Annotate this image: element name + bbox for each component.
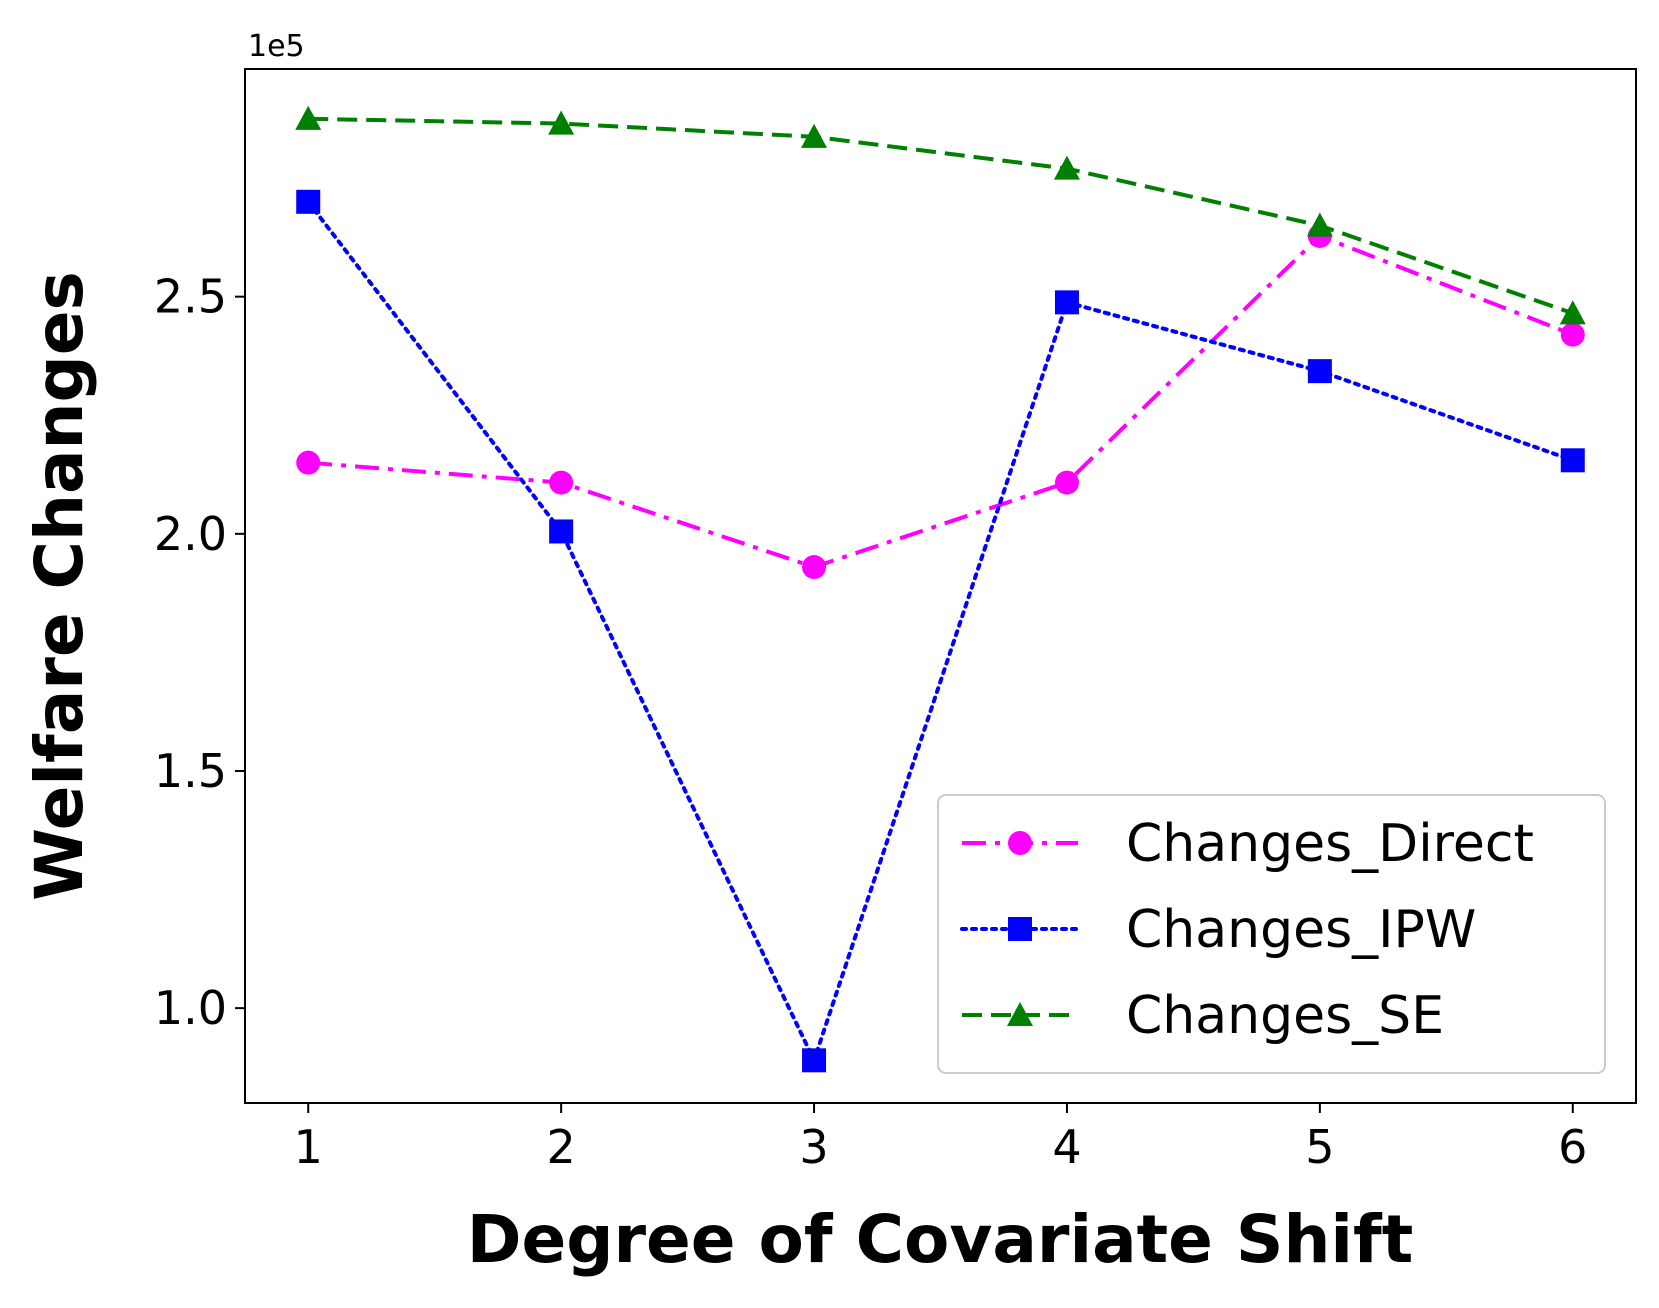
data-point [1560,322,1585,347]
legend-label: Changes_IPW [1126,900,1476,960]
data-point [296,450,321,475]
y-tick-label: 2.0 [154,507,227,561]
x-tick-label: 2 [546,1120,575,1174]
series-layer [295,105,1586,1073]
legend-label: Changes_Direct [1126,814,1534,874]
data-point [802,555,827,580]
legend-marker [1007,1002,1033,1027]
data-point [1306,212,1333,237]
ticks-layer: 1 2 3 4 5 6 1.0 1.5 2.0 2.5 [154,270,1588,1174]
data-point [295,105,322,130]
plot-frame [244,68,1637,1104]
y-axis-title: Welfare Changes [21,271,98,901]
legend: Changes_Direct Changes_IPW Changes_SE [937,794,1606,1074]
data-point [1560,448,1585,473]
data-point [1307,359,1332,384]
legend-marker [1008,831,1032,855]
x-tick-label: 5 [1305,1120,1334,1174]
y-tick-label: 1.5 [154,744,227,798]
data-point [801,123,828,148]
y-tick-label: 1.0 [154,981,227,1035]
y-tick-label: 2.5 [154,270,227,324]
data-point [549,470,574,495]
series-changes-direct [296,223,1585,580]
series-line [308,233,1574,570]
data-point [548,110,575,135]
data-point [1559,300,1586,325]
x-tick-label: 3 [799,1120,828,1174]
series-changes-se [295,105,1586,325]
y-offset-label: 1e5 [248,29,305,64]
data-point [1053,155,1080,180]
x-tick-label: 1 [294,1120,323,1174]
x-axis-title: Degree of Covariate Shift [467,1201,1414,1278]
legend-marker [1008,917,1032,941]
data-point [1054,290,1079,315]
x-tick-label: 6 [1558,1120,1587,1174]
data-point [802,1048,827,1073]
series-line [308,116,1574,316]
legend-label: Changes_SE [1126,986,1444,1046]
legend-box [937,794,1606,1074]
data-point [549,519,574,544]
series-changes-ipw [296,189,1585,1073]
data-point [296,189,321,214]
legend-item-changes-se: Changes_SE [962,986,1444,1046]
x-tick-label: 4 [1052,1120,1081,1174]
legend-item-changes-direct: Changes_Direct [962,814,1534,874]
legend-item-changes-ipw: Changes_IPW [960,900,1476,960]
series-line [306,199,1575,1066]
data-point [1054,470,1079,495]
